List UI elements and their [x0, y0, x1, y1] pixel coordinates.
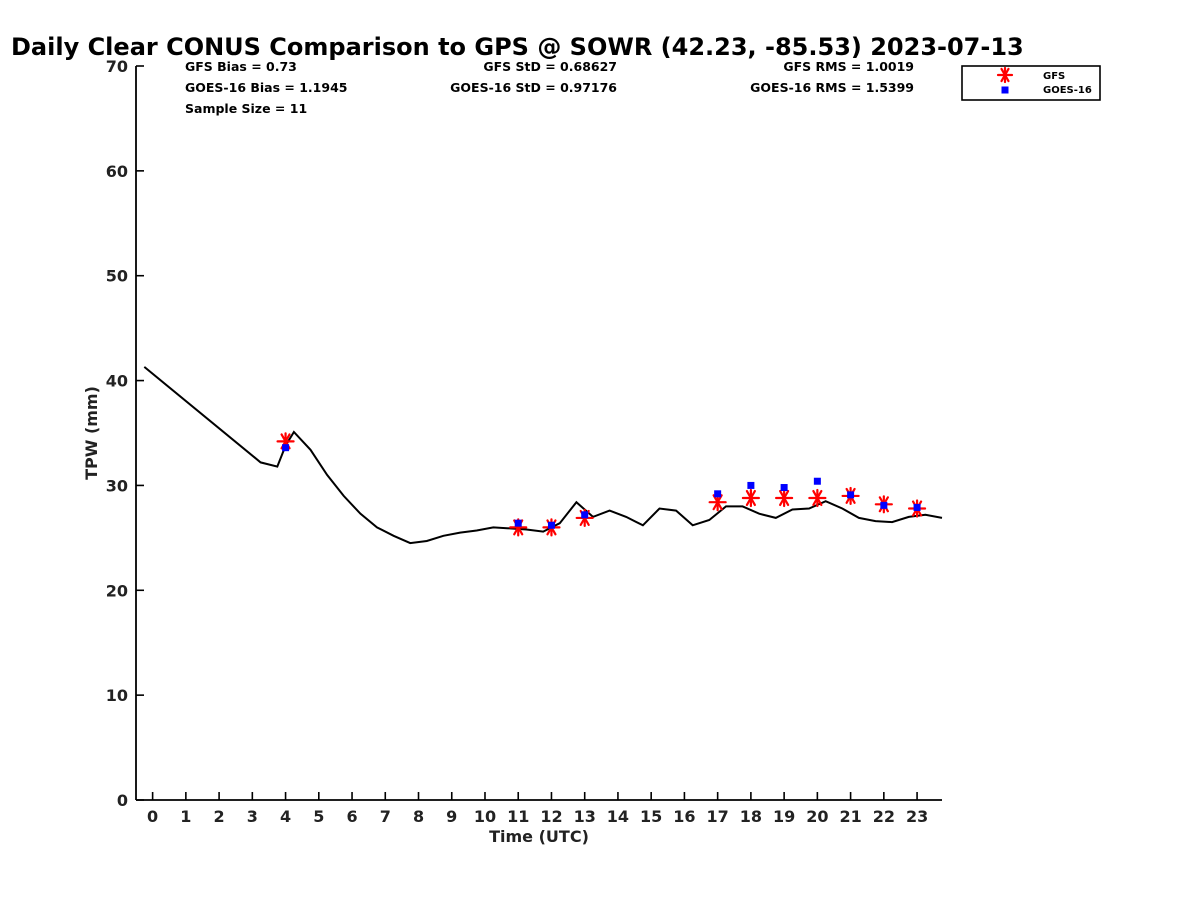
stats-block: GFS Bias = 0.73 GOES-16 Bias = 1.1945 Sa…: [185, 59, 914, 116]
goes-rms-stat: GOES-16 RMS = 1.5399: [750, 80, 914, 95]
x-tick-label: 1: [180, 807, 191, 826]
y-axis-title: TPW (mm): [82, 386, 101, 480]
goes16-point: [880, 501, 888, 509]
y-tick-label: 20: [106, 581, 128, 600]
legend-gfs-label: GFS: [1043, 71, 1065, 82]
gfs-point: [808, 488, 827, 508]
goes-std-stat: GOES-16 StD = 0.97176: [450, 80, 617, 95]
x-tick-label: 11: [507, 807, 529, 826]
gfs-point: [741, 488, 760, 508]
legend-goes-symbol: [1001, 86, 1009, 94]
gfs-point: [775, 488, 794, 508]
goes16-point: [547, 521, 555, 529]
legend-goes-marker: [1001, 86, 1009, 94]
goes16-point: [780, 484, 788, 492]
goes16-point: [813, 477, 821, 485]
goes16-point: [714, 490, 722, 498]
y-tick-label: 60: [106, 162, 128, 181]
x-tick-label: 3: [247, 807, 258, 826]
y-tick-label: 30: [106, 476, 128, 495]
x-tick-label: 5: [313, 807, 324, 826]
goes16-point: [514, 519, 522, 527]
gfs-point: [708, 493, 727, 512]
goes16-point: [747, 481, 755, 489]
y-tick-label: 70: [106, 57, 128, 76]
y-tick-label: 0: [117, 791, 128, 810]
x-tick-label: 0: [147, 807, 158, 826]
marker-layer: [276, 432, 927, 537]
x-tick-label: 20: [806, 807, 828, 826]
x-tick-label: 12: [540, 807, 562, 826]
x-tick-label: 7: [380, 807, 391, 826]
x-tick-label: 15: [640, 807, 662, 826]
gfs-std-stat: GFS StD = 0.68627: [483, 59, 617, 74]
x-tick-label: 18: [740, 807, 762, 826]
x-tick-label: 8: [413, 807, 424, 826]
legend-box: [961, 65, 1101, 101]
x-tick-label: 13: [574, 807, 596, 826]
gfs-bias-stat: GFS Bias = 0.73: [185, 59, 297, 74]
legend-gfs-marker: [996, 66, 1014, 84]
chart-title: Daily Clear CONUS Comparison to GPS @ SO…: [11, 33, 1024, 61]
x-tick-label: 9: [446, 807, 457, 826]
x-tick-label: 10: [474, 807, 496, 826]
sample-size-stat: Sample Size = 11: [185, 101, 307, 116]
gps-tpw-line: [143, 366, 943, 545]
legend-goes-label: GOES-16: [1043, 85, 1092, 96]
x-axis-title: Time (UTC): [489, 827, 589, 846]
x-tick-label: 16: [673, 807, 695, 826]
y-tick-label: 40: [106, 372, 128, 391]
goes16-point: [282, 444, 290, 452]
gps-line-layer: [143, 366, 943, 545]
x-tick-label: 21: [839, 807, 861, 826]
y-tick-label: 50: [106, 267, 128, 286]
goes16-point: [581, 511, 589, 519]
goes16-point: [847, 491, 855, 499]
x-tick-label: 23: [906, 807, 928, 826]
y-tick-label: 10: [106, 686, 128, 705]
legend: GFS GOES-16: [961, 65, 1101, 101]
goes-bias-stat: GOES-16 Bias = 1.1945: [185, 80, 347, 95]
x-tick-label: 19: [773, 807, 795, 826]
legend-gfs-symbol: [996, 66, 1014, 84]
x-tick-label: 22: [873, 807, 895, 826]
goes16-point: [913, 503, 921, 511]
x-tick-label: 2: [214, 807, 225, 826]
x-tick-label: 17: [707, 807, 729, 826]
x-tick-label: 6: [346, 807, 357, 826]
x-tick-label: 4: [280, 807, 291, 826]
x-tick-label: 14: [607, 807, 629, 826]
gfs-rms-stat: GFS RMS = 1.0019: [783, 59, 914, 74]
axes: 0 1 2 3 4 5 6 7 8 9 10 11 12 13 14 15 16 17 18 19 20 21 22 2301…: [106, 57, 942, 826]
